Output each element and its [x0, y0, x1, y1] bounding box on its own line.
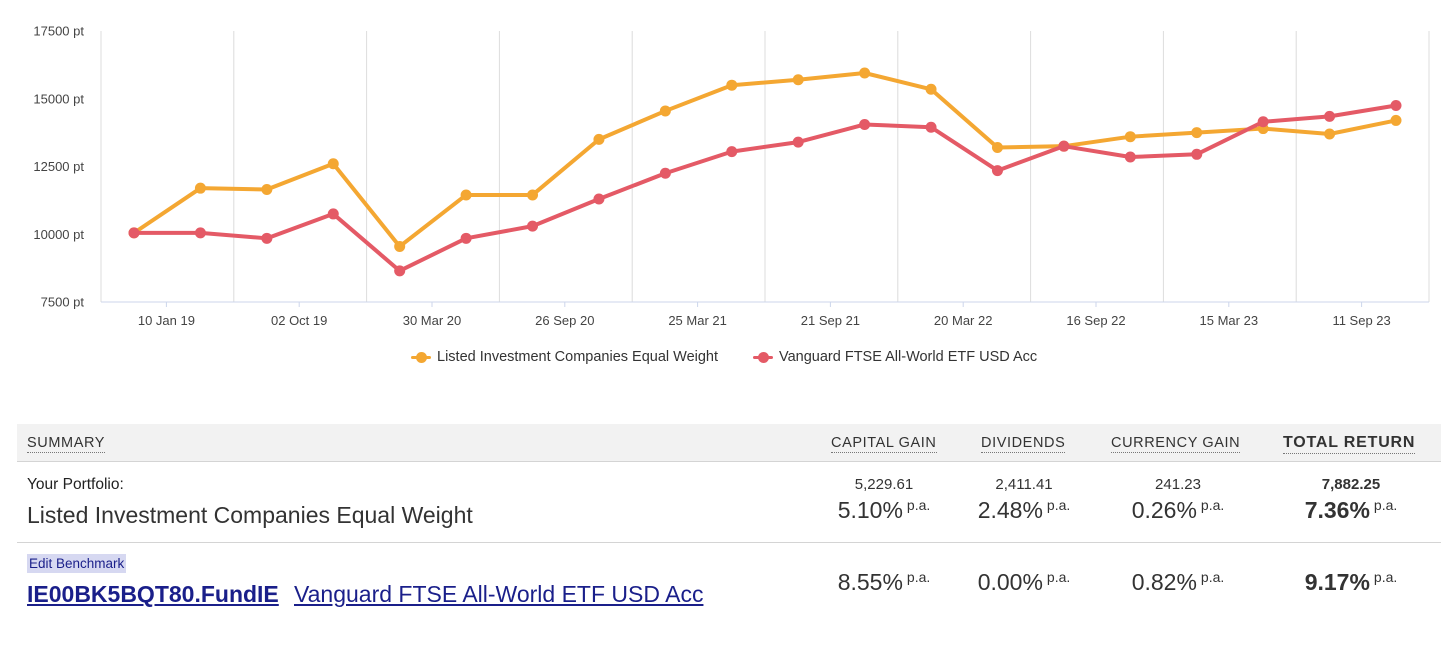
- series-point-0[interactable]: [460, 189, 472, 201]
- capital-gain-percent: 8.55%: [837, 569, 903, 595]
- series-point-1[interactable]: [991, 165, 1003, 177]
- currency-gain-amount: 241.23: [1155, 476, 1201, 493]
- portfolio-capital-gain: 5,229.61 5.10% p.a.: [814, 476, 954, 524]
- series-point-0[interactable]: [991, 142, 1003, 154]
- y-tick-label: 12500 pt: [33, 159, 84, 174]
- x-tick-label: 16 Sep 22: [1066, 313, 1125, 328]
- series-point-1[interactable]: [659, 167, 671, 179]
- benchmark-name-link[interactable]: Vanguard FTSE All-World ETF USD Acc: [294, 581, 704, 607]
- series-point-1[interactable]: [859, 118, 871, 130]
- y-tick-label: 7500 pt: [41, 295, 85, 310]
- benchmark-dividends: 0.00% p.a.: [977, 569, 1071, 595]
- series-point-1[interactable]: [394, 265, 406, 277]
- portfolio-dividends: 2,411.41 2.48% p.a.: [954, 476, 1094, 524]
- benchmark-code-link[interactable]: IE00BK5BQT80.FundIE: [27, 581, 279, 607]
- x-tick-label: 10 Jan 19: [138, 313, 195, 328]
- benchmark-row: Edit Benchmark IE00BK5BQT80.FundIE Vangu…: [17, 543, 1441, 623]
- series-point-1[interactable]: [726, 146, 738, 158]
- y-tick-label: 17500 pt: [33, 24, 84, 39]
- capital-gain-percent: 5.10%: [837, 497, 903, 523]
- summary-header: SUMMARY CAPITAL GAIN DIVIDENDS CURRENCY …: [17, 424, 1441, 462]
- currency-gain-percent: 0.82%: [1131, 569, 1197, 595]
- series-point-0[interactable]: [1191, 127, 1203, 139]
- x-tick-label: 15 Mar 23: [1200, 313, 1259, 328]
- currency-gain-percent: 0.26%: [1131, 497, 1197, 523]
- series-line-1: [132, 103, 1398, 273]
- series-point-1[interactable]: [128, 227, 140, 239]
- total-return-percent: 9.17%: [1304, 569, 1370, 595]
- x-tick-label: 26 Sep 20: [535, 313, 594, 328]
- series-point-0[interactable]: [327, 158, 339, 170]
- series-point-1[interactable]: [593, 193, 605, 205]
- legend-label: Vanguard FTSE All-World ETF USD Acc: [779, 349, 1038, 365]
- series-point-1[interactable]: [1390, 100, 1402, 112]
- chart-axes: 17500 pt 15000 pt 12500 pt 10000 pt 7500 pt 1…: [33, 24, 1429, 328]
- legend-swatch-red: [753, 351, 773, 363]
- portfolio-name: Listed Investment Companies Equal Weight: [27, 502, 473, 528]
- legend-item-vanguard[interactable]: Vanguard FTSE All-World ETF USD Acc: [753, 349, 1037, 365]
- x-tick-label: 20 Mar 22: [934, 313, 993, 328]
- y-tick-label: 10000 pt: [33, 227, 84, 242]
- benchmark-capital-gain: 8.55% p.a.: [837, 569, 931, 595]
- line-chart: 17500 pt 15000 pt 12500 pt 10000 pt 7500 pt 1…: [33, 24, 1430, 328]
- series-point-1[interactable]: [925, 121, 937, 133]
- series-point-1[interactable]: [327, 208, 339, 220]
- dividends-percent: 2.48%: [977, 497, 1043, 523]
- x-tick-label: 25 Mar 21: [668, 313, 727, 328]
- series-point-1[interactable]: [1191, 148, 1203, 160]
- series-point-1[interactable]: [194, 227, 206, 239]
- total-return-amount: 7,882.25: [1321, 476, 1381, 493]
- dividends-amount: 2,411.41: [995, 476, 1053, 493]
- series-point-0[interactable]: [527, 189, 539, 201]
- legend-label: Listed Investment Companies Equal Weight: [437, 349, 719, 365]
- total-return-percent: 7.36%: [1304, 497, 1370, 523]
- legend-swatch-orange: [411, 351, 431, 363]
- chart-series: [128, 67, 1402, 277]
- chart-grid: [233, 31, 1430, 302]
- benchmark-total-return: 9.17% p.a.: [1304, 569, 1398, 595]
- x-tick-label: 21 Sep 21: [801, 313, 860, 328]
- series-point-0[interactable]: [659, 105, 671, 117]
- portfolio-label: Your Portfolio:: [27, 476, 124, 493]
- legend-item-lic[interactable]: Listed Investment Companies Equal Weight: [411, 349, 718, 365]
- series-point-1[interactable]: [1058, 140, 1070, 152]
- series-point-0[interactable]: [593, 133, 605, 145]
- series-point-0[interactable]: [1390, 114, 1402, 126]
- summary-table: SUMMARY CAPITAL GAIN DIVIDENDS CURRENCY …: [17, 424, 1441, 623]
- summary-heading[interactable]: SUMMARY: [27, 435, 106, 453]
- portfolio-currency-gain: 241.23 0.26% p.a.: [1108, 476, 1248, 524]
- x-tick-label: 30 Mar 20: [403, 313, 462, 328]
- series-point-0[interactable]: [792, 74, 804, 86]
- portfolio-total-return: 7,882.25 7.36% p.a.: [1281, 476, 1421, 524]
- benchmark-currency-gain: 0.82% p.a.: [1131, 569, 1225, 595]
- currency-gain-heading[interactable]: CURRENCY GAIN: [1111, 435, 1241, 453]
- dividends-heading[interactable]: DIVIDENDS: [981, 435, 1066, 453]
- x-tick-label: 02 Oct 19: [271, 313, 327, 328]
- series-point-0[interactable]: [925, 83, 937, 95]
- series-point-1[interactable]: [1124, 151, 1136, 163]
- portfolio-row: Your Portfolio: Listed Investment Compan…: [17, 462, 1441, 543]
- series-point-1[interactable]: [1324, 110, 1336, 122]
- series-point-0[interactable]: [1324, 128, 1336, 140]
- series-line-0: [132, 71, 1398, 249]
- series-point-1[interactable]: [261, 232, 273, 244]
- series-point-0[interactable]: [394, 240, 406, 252]
- series-point-0[interactable]: [1124, 131, 1136, 143]
- series-point-0[interactable]: [194, 182, 206, 194]
- dividends-percent: 0.00%: [977, 569, 1043, 595]
- series-point-1[interactable]: [460, 232, 472, 244]
- capital-gain-amount: 5,229.61: [854, 476, 914, 493]
- capital-gain-heading[interactable]: CAPITAL GAIN: [831, 435, 937, 453]
- series-point-0[interactable]: [726, 79, 738, 91]
- x-tick-label: 11 Sep 23: [1332, 313, 1390, 328]
- edit-benchmark-button[interactable]: Edit Benchmark: [27, 554, 127, 573]
- series-point-1[interactable]: [527, 220, 539, 232]
- series-point-1[interactable]: [792, 136, 804, 148]
- series-point-0[interactable]: [859, 67, 871, 79]
- total-return-heading[interactable]: TOTAL RETURN: [1283, 434, 1416, 454]
- series-point-0[interactable]: [261, 184, 273, 196]
- chart-legend: Listed Investment Companies Equal Weight…: [0, 349, 1456, 371]
- y-tick-label: 15000 pt: [33, 91, 84, 106]
- series-point-1[interactable]: [1257, 116, 1269, 128]
